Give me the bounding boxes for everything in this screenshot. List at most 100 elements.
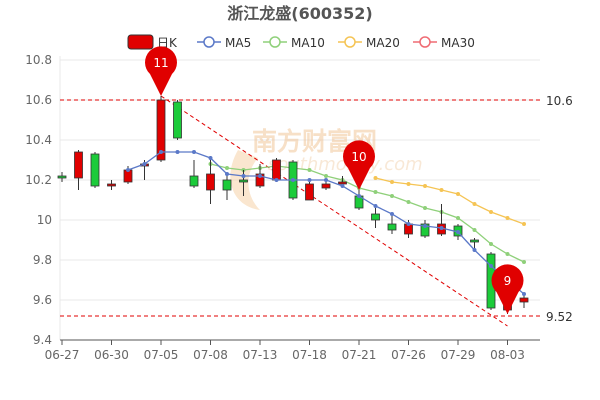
candle [305,182,314,201]
candle [206,156,215,204]
candle [107,180,116,190]
legend-item-ma30: MA30 [413,36,475,50]
candle-body [272,159,281,181]
x-tick-label: 07-13 [243,348,278,362]
marker-pin: 11 [145,46,177,96]
candle-body [57,175,67,179]
marker-pin: 9 [491,264,524,314]
candle [57,172,67,182]
ma20-point [423,184,427,188]
ma20-point [505,216,510,220]
candle [519,294,529,308]
ma5-series [126,150,526,296]
x-tick-label: 07-08 [193,348,228,362]
y-tick-label: 9.6 [33,293,52,307]
ma5-point [324,178,328,182]
candle-body [387,223,397,231]
ma20-series [373,176,526,226]
ma10-point [390,194,394,198]
marker-pin: 10 [342,140,375,190]
y-tick-label: 10.2 [25,173,52,187]
candle-body [206,173,215,191]
candle [173,100,182,140]
ma5-point [159,150,163,154]
ma20-point [439,188,444,192]
marker-pin-icon [342,140,375,190]
ma10-point [505,252,510,256]
candle [90,152,100,188]
candle-body [107,183,116,187]
legend-label: MA20 [366,36,400,50]
candle-body [156,99,166,161]
chart-title: 浙江龙盛(600352) [227,4,372,23]
ma5-point [423,224,427,228]
marker-label: 11 [153,56,168,70]
ma5-point [274,178,279,182]
ma20-point [406,182,411,186]
ma20-point [472,202,477,206]
legend-swatch-dot [269,36,281,48]
ma10-point [307,168,312,172]
x-tick-label: 06-27 [45,348,80,362]
candle-body [321,183,331,189]
candle-body [338,181,347,185]
ma20-point [373,176,378,180]
candle-body [90,153,100,187]
y-tick-label: 9.4 [33,333,52,347]
annotation-label: 9.52 [546,310,573,324]
legend-label: MA10 [291,36,325,50]
candle-body [74,151,83,179]
candle [354,190,364,210]
ma5-point [340,184,345,188]
candle-body [189,175,199,187]
candle [420,220,430,238]
marker-label: 9 [504,274,512,288]
x-tick-label: 07-26 [391,348,426,362]
ma5-point [241,174,246,178]
ma5-point [307,178,312,182]
candle-body [239,179,248,183]
ma10-point [406,200,411,204]
candle [371,208,380,228]
ma5-point [522,292,526,296]
x-tick-label: 07-05 [144,348,179,362]
ma10-line [210,163,525,263]
y-tick-label: 10.4 [25,133,52,147]
ma10-point [373,190,378,194]
ma5-point [142,162,147,166]
ma5-point [406,222,411,226]
ma5-point [472,248,477,252]
candle-body [222,179,232,191]
candle [74,150,83,190]
x-tick-label: 07-29 [441,348,476,362]
legend-label: MA5 [225,36,251,50]
ma5-point [225,172,229,176]
legend-item-ma10: MA10 [263,36,325,50]
candle-body [305,183,314,201]
y-tick-label: 10 [37,213,52,227]
candle-body [519,297,529,303]
ma5-point [258,174,262,178]
ma5-point [175,150,180,154]
ma20-line [375,177,525,225]
ma20-point [390,180,394,184]
legend-swatch-dot [203,36,215,48]
grid: 9.4 9.6 9.8 10 10.2 10.4 10.6 10.8 [25,53,540,347]
x-tick-label: 07-18 [292,348,327,362]
ma5-point [208,156,213,160]
marker-label: 10 [351,150,366,164]
x-tick-label: 06-30 [94,348,129,362]
ma10-point [423,206,427,210]
marker-pin-icon [145,46,177,96]
legend-label: MA30 [441,36,475,50]
annotations: 10.6 9.52 [60,94,573,324]
annotation-label: 10.6 [546,94,573,108]
y-tick-label: 10.8 [25,53,52,67]
candle-body [173,101,182,139]
ma10-point [522,260,526,264]
candle-body [470,239,479,243]
ma10-point [489,242,493,246]
ma5-point [192,150,196,154]
